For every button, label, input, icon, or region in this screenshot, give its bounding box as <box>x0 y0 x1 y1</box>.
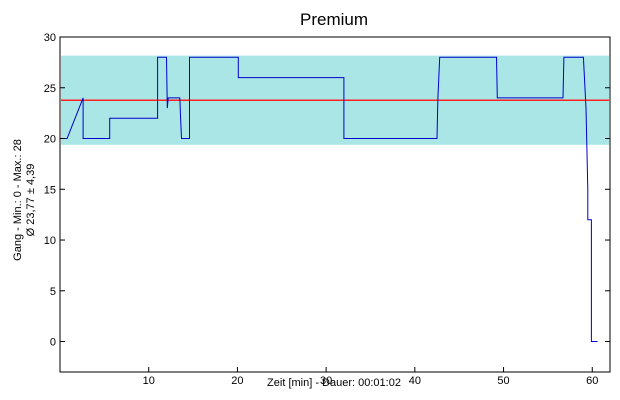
y-axis-ticks: 0 5 10 15 20 25 30 <box>44 32 610 349</box>
y-tick-label: 5 <box>50 286 56 298</box>
plot-frame <box>59 36 611 373</box>
y-tick-label: 25 <box>44 83 56 95</box>
y-axis-label-line2: Ø 23,77 ± 4,39 <box>25 164 37 237</box>
x-axis-label: Zeit [min] - Dauer: 00:01:02 <box>267 377 401 389</box>
y-axis-label-line1: Gang - Min.: 0 - Max.: 28 <box>12 139 24 261</box>
y-tick-label: 20 <box>44 134 56 146</box>
chart-title: Premium <box>300 10 368 29</box>
y-tick-label: 0 <box>50 337 56 349</box>
y-tick-label: 30 <box>44 32 56 44</box>
x-tick-label: 30 <box>320 375 332 387</box>
x-tick-label: 50 <box>497 375 509 387</box>
x-tick-label: 20 <box>231 375 243 387</box>
x-tick-label: 60 <box>586 375 598 387</box>
x-tick-label: 40 <box>409 375 421 387</box>
y-tick-label: 15 <box>44 184 56 196</box>
y-tick-label: 10 <box>44 235 56 247</box>
x-tick-label: 10 <box>143 375 155 387</box>
x-axis-ticks: 10 20 30 40 50 60 <box>143 367 598 387</box>
series-line <box>59 56 598 342</box>
